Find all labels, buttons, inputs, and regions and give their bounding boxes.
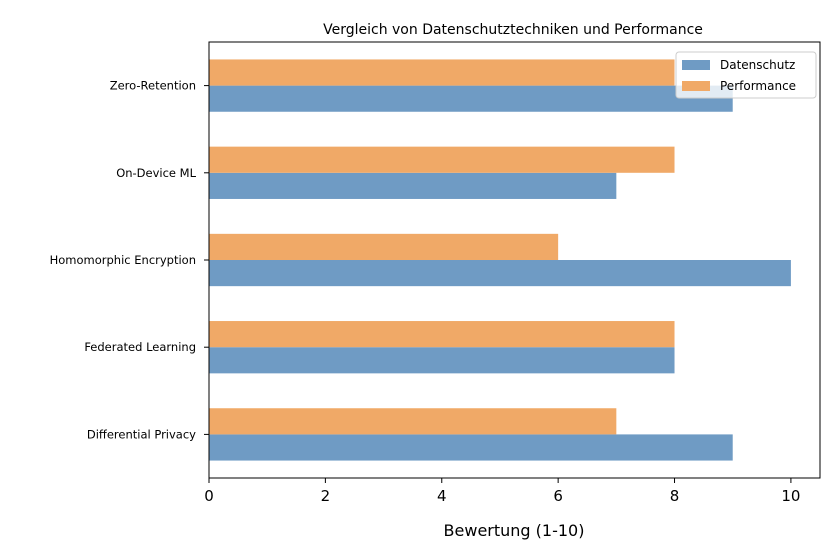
x-tick-label: 2	[321, 487, 331, 505]
x-tick-label: 4	[437, 487, 447, 505]
x-tick-label: 10	[781, 487, 800, 505]
y-tick-label: On-Device ML	[116, 166, 196, 180]
bar-performance-homomorphic-encryption	[209, 233, 559, 260]
x-axis: 0 2 4 6 8 10	[204, 478, 800, 505]
bar-performance-differential-privacy	[209, 408, 617, 435]
y-tick-label: Federated Learning	[84, 340, 196, 354]
y-axis: Differential Privacy Federated Learning Ho…	[50, 79, 209, 441]
bars-group	[209, 59, 791, 461]
y-tick-label: Zero-Retention	[110, 79, 196, 93]
bar-performance-on-device-ml	[209, 146, 675, 173]
bar-performance-zero-retention	[209, 59, 675, 86]
legend-label: Performance	[720, 79, 796, 93]
bar-datenschutz-differential-privacy	[209, 434, 733, 461]
legend-box	[675, 51, 817, 99]
legend: Datenschutz Performance	[675, 51, 817, 99]
x-tick-label: 6	[553, 487, 563, 505]
bar-performance-federated-learning	[209, 321, 675, 348]
x-tick-label: 0	[204, 487, 214, 505]
x-axis-label: Bewertung (1-10)	[444, 521, 585, 540]
legend-swatch	[682, 60, 710, 70]
bar-datenschutz-on-device-ml	[209, 172, 617, 199]
bar-datenschutz-zero-retention	[209, 85, 733, 112]
y-tick-label: Homomorphic Encryption	[50, 253, 196, 267]
y-tick-label: Differential Privacy	[87, 427, 196, 441]
legend-label: Datenschutz	[720, 58, 795, 72]
chart-title: Vergleich von Datenschutztechniken und P…	[323, 22, 703, 38]
legend-swatch	[682, 81, 710, 91]
bar-datenschutz-homomorphic-encryption	[209, 260, 791, 287]
x-tick-label: 8	[670, 487, 680, 505]
bar-datenschutz-federated-learning	[209, 347, 675, 374]
